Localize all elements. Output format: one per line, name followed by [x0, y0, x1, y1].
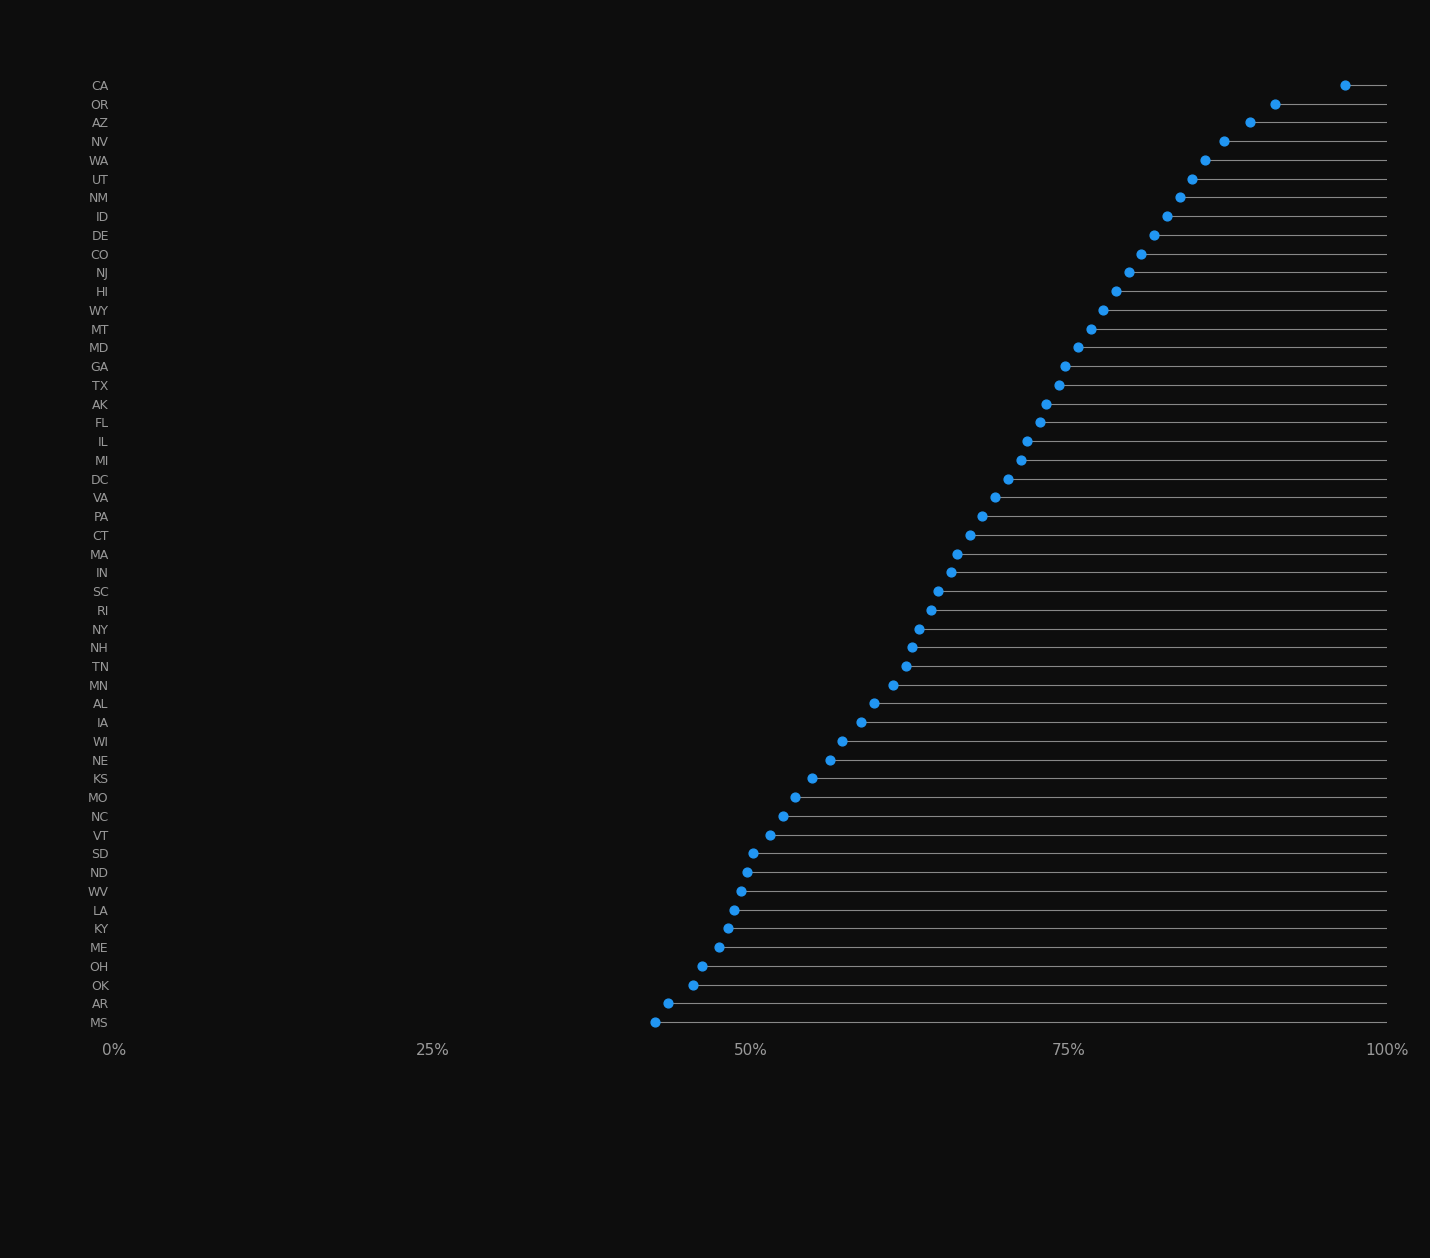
Point	[644, 1013, 666, 1033]
Point	[1238, 112, 1261, 132]
Point	[895, 655, 918, 676]
Point	[1130, 244, 1153, 264]
Point	[1054, 356, 1077, 376]
Point	[1093, 299, 1115, 320]
Point	[1117, 262, 1140, 282]
Point	[1181, 169, 1204, 189]
Point	[716, 918, 739, 938]
Point	[1080, 318, 1103, 338]
Point	[971, 506, 994, 526]
Point	[656, 994, 679, 1014]
Point	[708, 937, 731, 957]
Point	[1194, 150, 1217, 170]
Point	[927, 581, 950, 601]
Point	[1034, 394, 1057, 414]
Point	[722, 899, 745, 920]
Point	[818, 750, 841, 770]
Point	[1010, 449, 1032, 469]
Point	[1067, 337, 1090, 357]
Point	[758, 825, 781, 845]
Point	[919, 600, 942, 620]
Point	[691, 956, 714, 976]
Point	[735, 862, 758, 882]
Point	[940, 562, 962, 582]
Point	[1213, 131, 1236, 151]
Point	[1168, 187, 1191, 208]
Point	[1264, 93, 1287, 113]
Point	[997, 468, 1020, 488]
Point	[1334, 74, 1357, 94]
Point	[729, 881, 752, 901]
Point	[1155, 206, 1178, 226]
Point	[984, 487, 1007, 507]
Point	[801, 769, 824, 789]
Point	[831, 731, 854, 751]
Point	[958, 525, 981, 545]
Point	[682, 975, 705, 995]
Point	[1143, 225, 1165, 245]
Point	[1104, 281, 1127, 301]
Point	[1015, 431, 1038, 452]
Point	[907, 619, 930, 639]
Point	[784, 788, 807, 808]
Point	[849, 712, 872, 732]
Point	[742, 843, 765, 863]
Point	[862, 693, 885, 713]
Point	[901, 638, 924, 658]
Point	[1047, 375, 1070, 395]
Point	[1028, 413, 1051, 433]
Point	[882, 674, 905, 694]
Point	[771, 806, 794, 827]
Point	[945, 543, 968, 564]
